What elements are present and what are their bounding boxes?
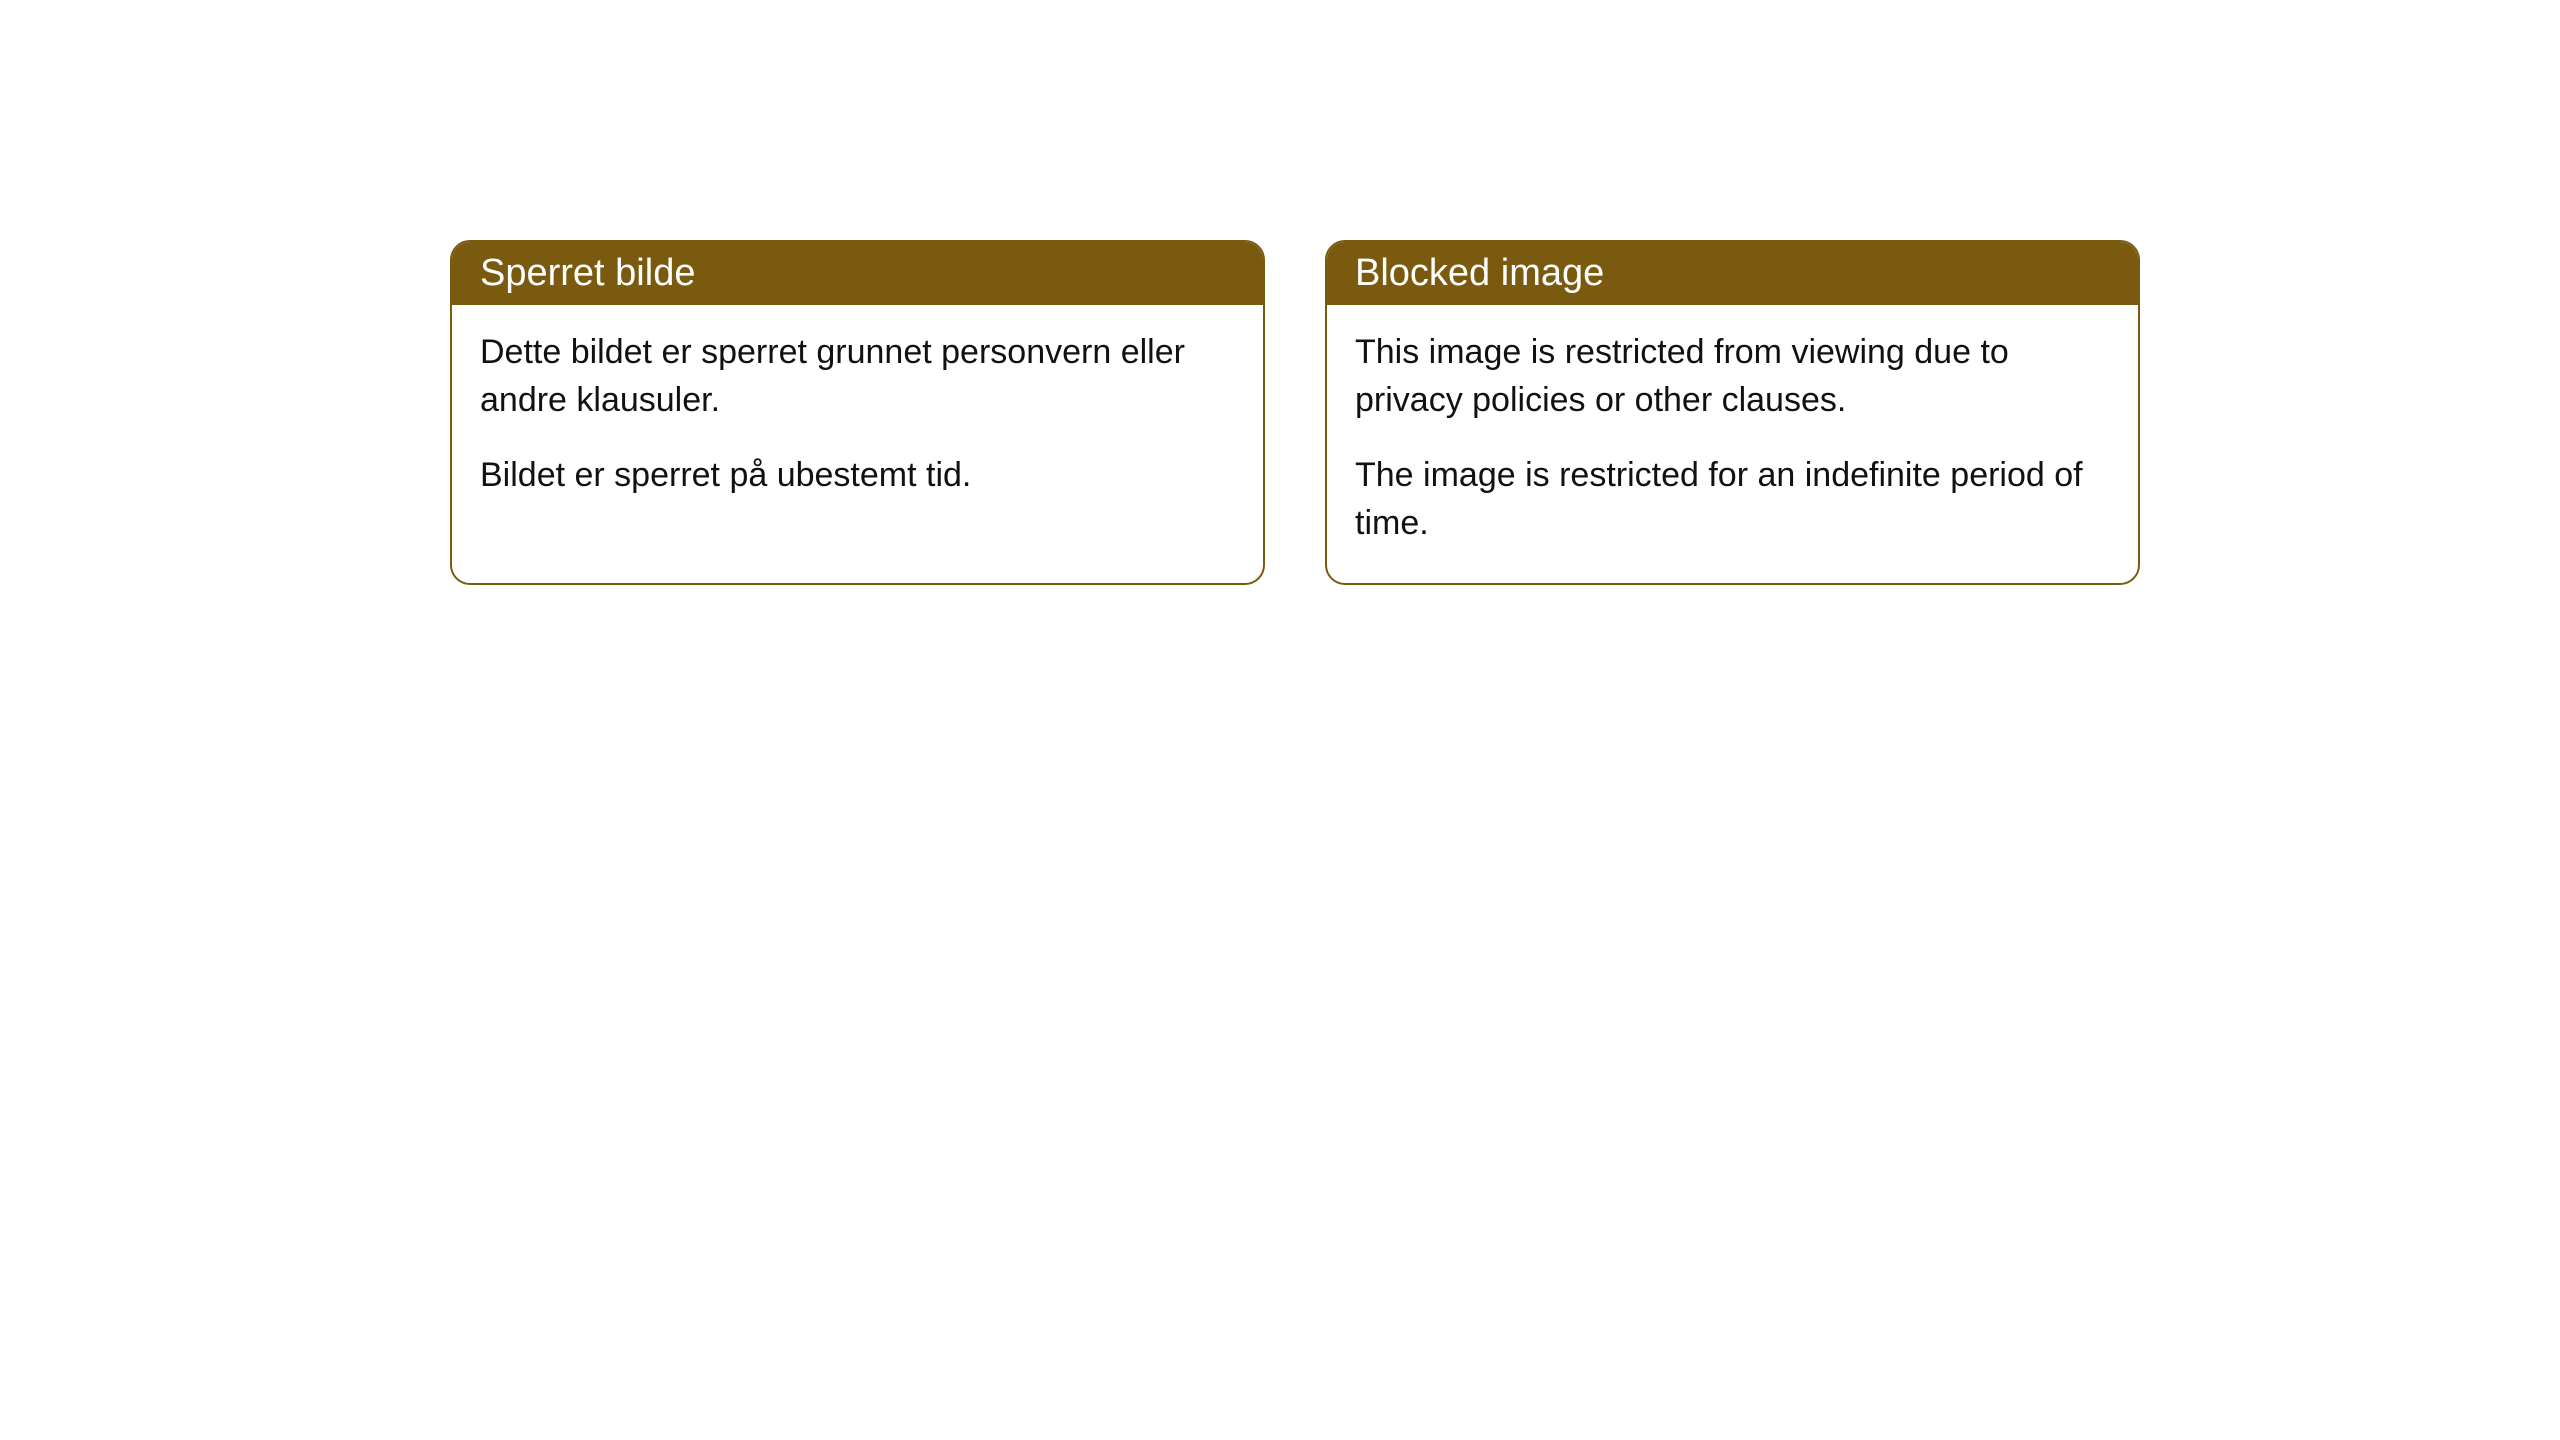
info-card-norwegian: Sperret bilde Dette bildet er sperret gr… <box>450 240 1265 585</box>
card-header: Blocked image <box>1327 242 2138 305</box>
card-header: Sperret bilde <box>452 242 1263 305</box>
info-card-english: Blocked image This image is restricted f… <box>1325 240 2140 585</box>
cards-container: Sperret bilde Dette bildet er sperret gr… <box>450 240 2140 585</box>
card-body: This image is restricted from viewing du… <box>1327 305 2138 583</box>
card-body: Dette bildet er sperret grunnet personve… <box>452 305 1263 536</box>
card-paragraph: The image is restricted for an indefinit… <box>1355 452 2110 547</box>
card-paragraph: Dette bildet er sperret grunnet personve… <box>480 329 1235 424</box>
card-paragraph: Bildet er sperret på ubestemt tid. <box>480 452 1235 500</box>
card-paragraph: This image is restricted from viewing du… <box>1355 329 2110 424</box>
